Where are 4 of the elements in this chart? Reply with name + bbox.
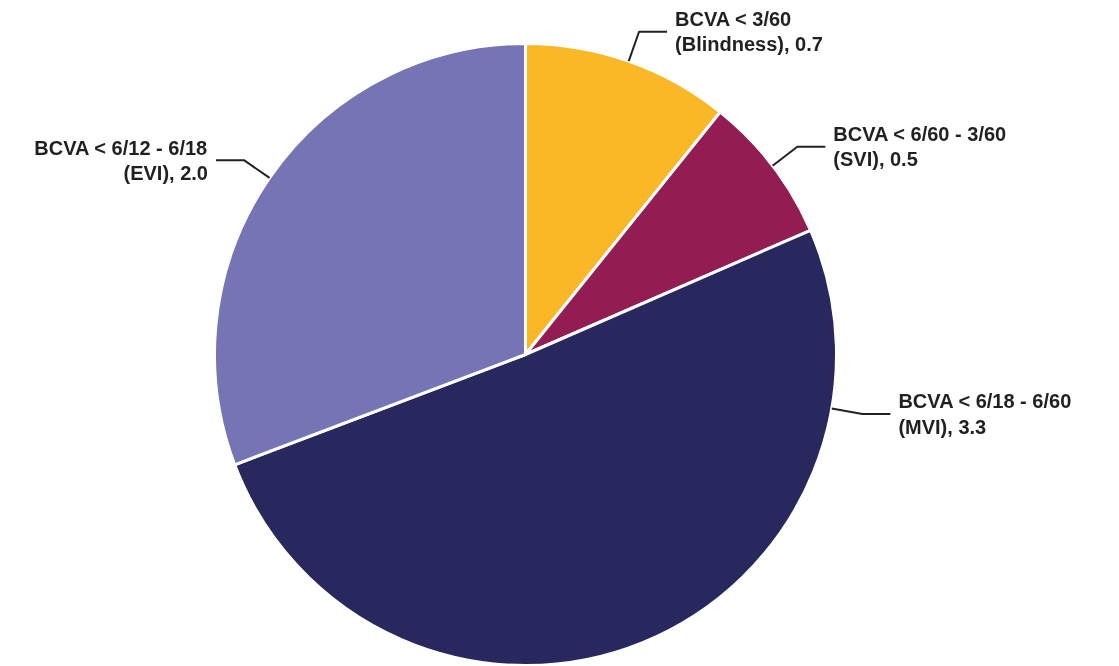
slice-label: BCVA < 6/18 - 6/60 (MVI), 3.3 <box>898 390 1072 438</box>
slice-label: BCVA < 6/12 - 6/18 (EVI), 2.0 <box>34 136 208 184</box>
slice-label: BCVA < 6/60 - 3/60 (SVI), 0.5 <box>833 123 1007 171</box>
slice-label: BCVA < 3/60 (Blindness), 0.7 <box>675 8 823 56</box>
